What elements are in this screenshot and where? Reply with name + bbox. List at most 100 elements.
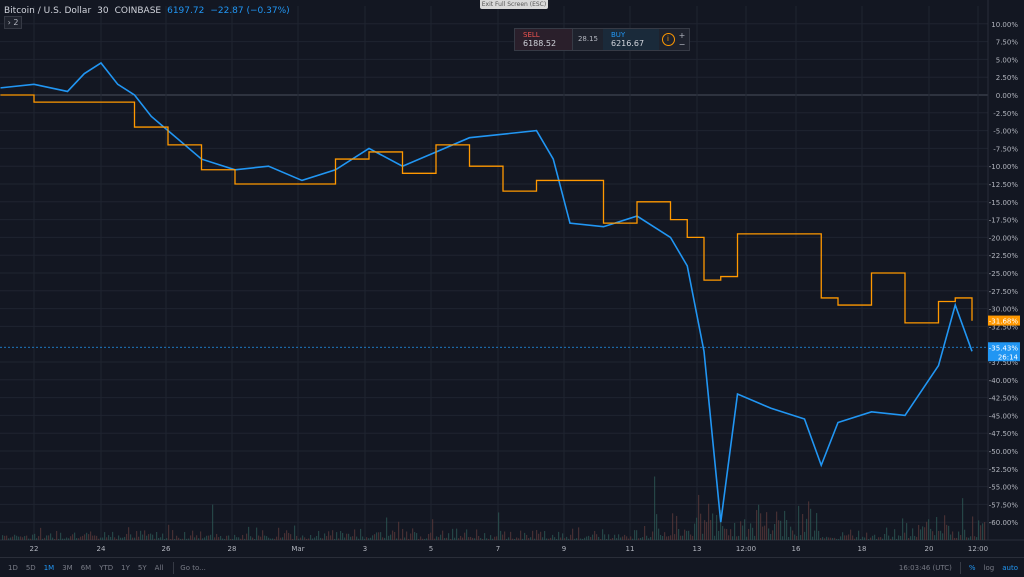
plus-icon[interactable]: + — [678, 30, 686, 40]
volume-bar — [698, 494, 700, 540]
volume-bar — [680, 535, 682, 540]
volume-bar — [858, 530, 860, 540]
volume-bar — [884, 533, 886, 540]
info-button[interactable]: i — [659, 29, 677, 50]
volume-bar — [426, 538, 428, 540]
buy-button[interactable]: BUY 6216.67 — [603, 29, 659, 50]
timeframe-all[interactable]: All — [154, 563, 164, 572]
volume-bar — [484, 533, 486, 540]
volume-bar — [844, 535, 846, 540]
volume-bar — [694, 523, 696, 540]
volume-bar — [358, 538, 360, 540]
volume-bar — [322, 538, 324, 540]
minus-icon[interactable]: − — [678, 39, 686, 49]
volume-bar — [968, 537, 970, 540]
volume-bar — [902, 518, 904, 540]
volume-bar — [272, 538, 274, 540]
volume-bar — [546, 538, 548, 540]
volume-bar — [836, 538, 838, 540]
volume-bar — [402, 528, 404, 540]
volume-bar — [940, 530, 942, 540]
volume-bar — [396, 538, 398, 540]
goto-button[interactable]: Go to... — [180, 563, 206, 572]
log-scale-toggle[interactable]: log — [983, 563, 995, 572]
timeframe-1d[interactable]: 1D — [8, 563, 18, 572]
timeframe-3m[interactable]: 3M — [62, 563, 73, 572]
sell-button[interactable]: SELL 6188.52 — [515, 29, 573, 50]
volume-bar — [464, 532, 466, 540]
x-tick-label: 7 — [496, 545, 500, 553]
volume-bar — [828, 537, 830, 540]
timeframe-1y[interactable]: 1Y — [121, 563, 130, 572]
volume-bar — [162, 533, 164, 540]
volume-bar — [742, 525, 744, 540]
auto-scale-toggle[interactable]: auto — [1002, 563, 1018, 572]
percent-scale-toggle[interactable]: % — [968, 563, 976, 572]
volume-bar — [34, 533, 36, 540]
volume-bar — [638, 538, 640, 540]
volume-bar — [850, 529, 852, 540]
volume-bar — [782, 536, 784, 540]
volume-bar — [832, 537, 834, 540]
symbol-header: Bitcoin / U.S. Dollar 30 COINBASE 6197.7… — [4, 3, 290, 19]
symbol-name[interactable]: Bitcoin / U.S. Dollar — [4, 6, 92, 16]
volume-bar — [196, 535, 198, 540]
volume-bar — [36, 538, 38, 540]
volume-bar — [978, 520, 980, 540]
volume-bar — [376, 532, 378, 540]
bar-countdown-badge: 26:14 — [998, 353, 1019, 361]
volume-bar — [848, 534, 850, 540]
y-tick-label: 0.00% — [996, 92, 1019, 100]
orange-value-badge: -31.68% — [989, 318, 1019, 326]
volume-bar — [614, 534, 616, 540]
timeframe-5d[interactable]: 5D — [25, 563, 36, 572]
timeframe-1m[interactable]: 1M — [43, 563, 55, 572]
volume-bar — [334, 538, 336, 540]
volume-bar — [10, 537, 12, 540]
volume-bar — [746, 536, 748, 540]
volume-bar — [736, 536, 738, 540]
volume-bar — [88, 534, 90, 540]
volume-bar — [648, 538, 650, 540]
bottom-right-controls: 16:03:46 (UTC) % log auto — [899, 558, 1018, 577]
volume-bar — [468, 537, 470, 540]
volume-bar — [118, 535, 120, 540]
volume-bar — [768, 528, 770, 540]
interval-label[interactable]: 30 — [97, 6, 109, 16]
volume-bar — [312, 538, 314, 540]
exit-fullscreen-tooltip[interactable]: Exit Full Screen (ESC) — [480, 0, 548, 9]
volume-bar — [78, 538, 80, 540]
collapse-indicators-button[interactable]: › 2 — [4, 16, 22, 29]
volume-bar — [660, 534, 662, 540]
volume-bar — [894, 529, 896, 540]
quantity-stepper[interactable]: + − — [677, 29, 687, 50]
volume-bar — [206, 535, 208, 540]
y-axis: 10.00% 7.50% 5.00% 2.50% 0.00% -2.50% -5.00% -7… — [988, 21, 1020, 527]
volume-bar — [866, 532, 868, 540]
chart-grid — [0, 0, 1024, 541]
volume-bar — [500, 530, 502, 540]
utc-clock[interactable]: 16:03:46 (UTC) — [898, 563, 952, 572]
timeframe-5y[interactable]: 5Y — [137, 563, 147, 572]
volume-bar — [544, 531, 546, 540]
volume-bar — [290, 534, 292, 540]
volume-bar — [704, 520, 706, 540]
y-tick-label: -25.00% — [989, 270, 1019, 278]
volume-bar — [398, 521, 400, 540]
volume-bar — [448, 533, 450, 540]
x-tick-label: 3 — [363, 545, 367, 553]
volume-bar — [874, 534, 876, 540]
timeframe-6m[interactable]: 6M — [80, 563, 92, 572]
volume-bar — [498, 512, 500, 540]
volume-bar — [982, 523, 984, 540]
volume-bar — [738, 535, 740, 540]
indicator-count: 2 — [13, 18, 19, 27]
volume-bar — [222, 538, 224, 540]
timeframe-ytd[interactable]: YTD — [99, 563, 114, 572]
volume-bar — [50, 533, 52, 540]
volume-bar — [298, 538, 300, 540]
volume-bar — [308, 538, 310, 540]
volume-bar — [268, 537, 270, 540]
x-tick-label: 22 — [30, 545, 39, 553]
